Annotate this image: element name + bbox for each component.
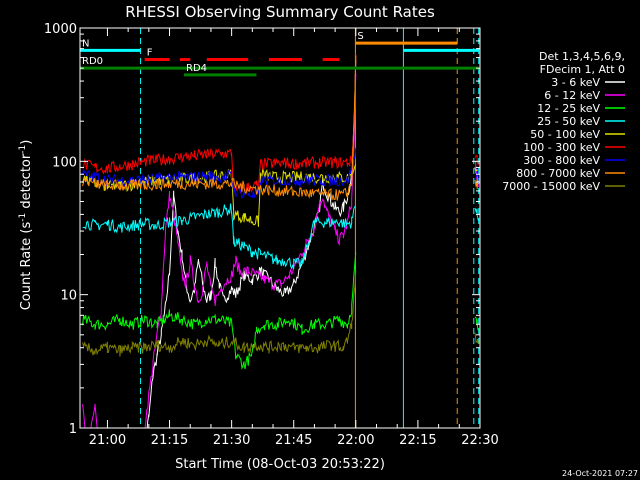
series-curves [82,54,479,428]
flag-label: N [82,38,89,49]
y-axis-label: Count Rate (s-1 detector-1) [18,140,34,311]
y-tick-label: 1000 [44,22,77,37]
x-tick-label: 22:30 [461,433,498,448]
series-line [82,252,479,371]
x-tick-label: 21:45 [275,433,312,448]
legend-header: Det 1,3,4,5,6,9, [539,50,625,63]
flag-label: F [147,48,153,59]
legend-label: 300 - 800 keV [523,154,600,167]
x-tick-label: 21:15 [151,433,188,448]
series-line [82,270,479,357]
legend-label: 50 - 100 keV [530,128,600,141]
plot-area [80,28,480,428]
x-tick-label: 22:15 [399,433,436,448]
x-tick-label: 21:00 [89,433,126,448]
x-tick-label: 22:00 [337,433,374,448]
y-axis-label-sup: -1 [18,213,28,222]
legend-label: 12 - 25 keV [537,102,600,115]
y-axis-label-pre: Count Rate (s [19,222,34,311]
flag-label: RD0 [82,56,103,67]
axes: 21:00 21:15 21:30 21:45 22:00 22:15 22:30 1 10 10… [44,22,499,448]
plot-frame [79,27,481,429]
legend-label: 25 - 50 keV [537,115,600,128]
flag-bars [80,41,479,77]
legend-label: 3 - 6 keV [551,76,600,89]
x-tick-label: 21:30 [213,433,250,448]
legend-label: 100 - 300 keV [523,141,600,154]
y-tick-label: 1 [69,422,77,437]
series-line [82,55,479,201]
y-axis-label-post: ) [19,140,34,145]
x-axis-label: Start Time (08-Oct-03 20:53:22) [175,457,385,472]
legend-label: 7000 - 15000 keV [502,180,600,193]
y-tick-label: 10 [60,289,77,304]
flag-label: S [357,31,363,42]
timestamp: 24-Oct-2021 07:27 [562,469,638,478]
chart-title: RHESSI Observing Summary Count Rates [125,3,435,21]
series-line [82,147,479,200]
series-line [82,203,479,270]
series-line [82,54,479,195]
legend-header: FDecim 1, Att 0 [540,63,625,76]
flag-label: RD4 [186,63,207,74]
legend-label: 6 - 12 keV [544,89,600,102]
legend-label: 800 - 7000 keV [516,167,600,180]
legend: Det 1,3,4,5,6,9,FDecim 1, Att 03 - 6 keV… [502,50,625,193]
y-axis-label-sup2: -1 [18,145,28,154]
y-axis-label-mid: detector [19,153,34,213]
y-tick-label: 100 [52,155,77,170]
